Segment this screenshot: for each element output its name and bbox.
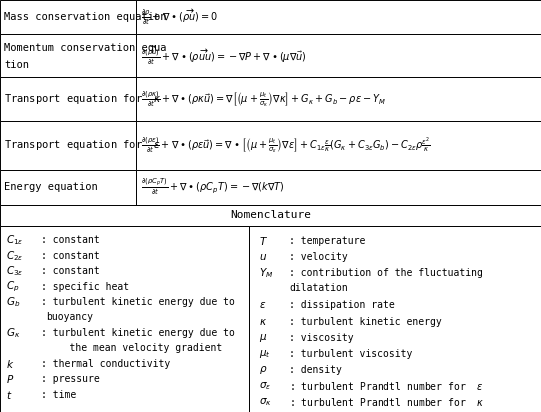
Text: $\frac{\partial(\rho\kappa)}{\partial t}+\nabla \bullet (\rho\kappa\vec{u})=\nab: $\frac{\partial(\rho\kappa)}{\partial t}… bbox=[141, 89, 386, 109]
Bar bbox=[136, 121, 541, 170]
Text: : turbulent Prandtl number for  $\kappa$: : turbulent Prandtl number for $\kappa$ bbox=[289, 396, 485, 408]
Text: $\frac{\partial(\overrightarrow{\rho u})}{\partial t}+\nabla \bullet (\overright: $\frac{\partial(\overrightarrow{\rho u})… bbox=[141, 44, 306, 67]
Bar bbox=[0, 34, 136, 77]
Text: $Y_M$: $Y_M$ bbox=[259, 266, 273, 280]
Text: tion: tion bbox=[4, 60, 29, 70]
Text: buoyancy: buoyancy bbox=[46, 311, 93, 322]
Text: $\sigma_\varepsilon$: $\sigma_\varepsilon$ bbox=[259, 380, 271, 392]
Text: : turbulent kinetic energy due to: : turbulent kinetic energy due to bbox=[41, 297, 234, 307]
Text: $t$: $t$ bbox=[6, 389, 13, 401]
Text: $u$: $u$ bbox=[259, 252, 267, 262]
Bar bbox=[249, 226, 541, 412]
Text: : temperature: : temperature bbox=[289, 236, 366, 246]
Text: dilatation: dilatation bbox=[289, 283, 348, 293]
Text: $\sigma_\kappa$: $\sigma_\kappa$ bbox=[259, 396, 272, 408]
Text: $\frac{\partial \rho}{\partial t}+\nabla \bullet (\overrightarrow{\rho u})=0$: $\frac{\partial \rho}{\partial t}+\nabla… bbox=[141, 7, 217, 27]
Text: : specific heat: : specific heat bbox=[41, 281, 129, 292]
Bar bbox=[0, 205, 541, 226]
Text: Mass conservation equation: Mass conservation equation bbox=[4, 12, 167, 22]
Text: $\mu$: $\mu$ bbox=[259, 332, 267, 344]
Bar bbox=[136, 34, 541, 77]
Text: : thermal conductivity: : thermal conductivity bbox=[41, 359, 170, 369]
Text: : contribution of the fluctuating: : contribution of the fluctuating bbox=[289, 268, 483, 278]
Text: : dissipation rate: : dissipation rate bbox=[289, 300, 395, 310]
Text: $C_{2\varepsilon}$: $C_{2\varepsilon}$ bbox=[6, 249, 24, 262]
Bar bbox=[0, 121, 136, 170]
Text: : density: : density bbox=[289, 365, 342, 375]
Text: $C_p$: $C_p$ bbox=[6, 279, 20, 294]
Bar bbox=[136, 170, 541, 205]
Text: : viscosity: : viscosity bbox=[289, 332, 354, 343]
Text: : turbulent Prandtl number for  $\varepsilon$: : turbulent Prandtl number for $\varepsi… bbox=[289, 380, 484, 392]
Bar bbox=[0, 77, 136, 121]
Text: $G_\kappa$: $G_\kappa$ bbox=[6, 326, 21, 340]
Text: Momentum conservation equa: Momentum conservation equa bbox=[4, 42, 167, 53]
Text: $\varepsilon$: $\varepsilon$ bbox=[259, 300, 266, 310]
Text: $T$: $T$ bbox=[259, 235, 268, 247]
Text: Transport equation for  $\kappa$: Transport equation for $\kappa$ bbox=[4, 92, 162, 106]
Text: : turbulent kinetic energy: : turbulent kinetic energy bbox=[289, 316, 442, 327]
Text: $\kappa$: $\kappa$ bbox=[259, 316, 267, 327]
Text: $\mu_t$: $\mu_t$ bbox=[259, 348, 270, 360]
Bar bbox=[0, 0, 136, 34]
Text: $G_b$: $G_b$ bbox=[6, 295, 21, 309]
Text: Transport equation for  $\varepsilon$: Transport equation for $\varepsilon$ bbox=[4, 138, 162, 152]
Text: Nomenclature: Nomenclature bbox=[230, 211, 311, 220]
Text: $\frac{\partial(\rho C_p T)}{\partial t}+\nabla \bullet (\rho C_p T)=-\nabla(k\n: $\frac{\partial(\rho C_p T)}{\partial t}… bbox=[141, 177, 284, 197]
Text: the mean velocity gradient: the mean velocity gradient bbox=[46, 343, 222, 353]
Text: : time: : time bbox=[41, 390, 76, 400]
Text: $k$: $k$ bbox=[6, 358, 15, 370]
Text: : constant: : constant bbox=[41, 266, 100, 276]
Text: $C_{3\varepsilon}$: $C_{3\varepsilon}$ bbox=[6, 264, 24, 278]
Text: $P$: $P$ bbox=[6, 374, 15, 386]
Text: : constant: : constant bbox=[41, 235, 100, 245]
Bar bbox=[0, 226, 249, 412]
Text: Energy equation: Energy equation bbox=[4, 182, 98, 192]
Bar bbox=[136, 0, 541, 34]
Text: : turbulent viscosity: : turbulent viscosity bbox=[289, 349, 413, 359]
Text: $\rho$: $\rho$ bbox=[259, 364, 267, 376]
Bar bbox=[136, 77, 541, 121]
Text: $C_{1\varepsilon}$: $C_{1\varepsilon}$ bbox=[6, 233, 24, 247]
Text: : constant: : constant bbox=[41, 250, 100, 261]
Text: : pressure: : pressure bbox=[41, 375, 100, 384]
Bar bbox=[0, 170, 136, 205]
Text: : velocity: : velocity bbox=[289, 252, 348, 262]
Text: $\frac{\partial(\rho\varepsilon)}{\partial t}+\nabla \bullet (\rho\varepsilon\ve: $\frac{\partial(\rho\varepsilon)}{\parti… bbox=[141, 136, 431, 155]
Text: : turbulent kinetic energy due to: : turbulent kinetic energy due to bbox=[41, 328, 234, 338]
